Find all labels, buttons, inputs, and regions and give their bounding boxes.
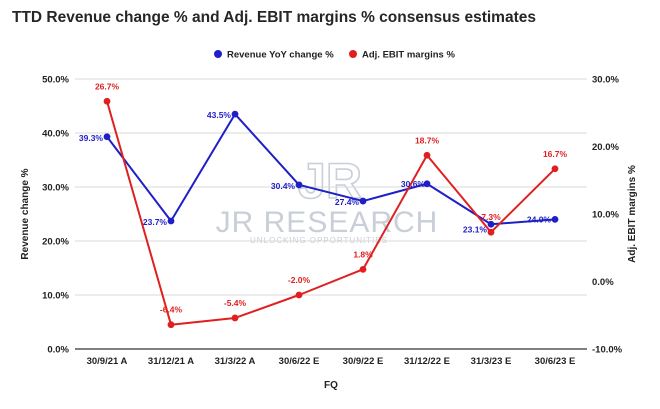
data-point: [103, 133, 111, 141]
x-tick-label: 30/6/23 E: [535, 356, 576, 367]
x-tick-label: 31/12/21 A: [148, 356, 194, 367]
data-point: [423, 151, 431, 159]
y-tick-label: 30.0%: [42, 183, 69, 194]
data-label: 16.7%: [543, 149, 568, 159]
data-label: 23.7%: [143, 217, 168, 227]
data-point: [295, 291, 303, 299]
legend-marker: [349, 50, 357, 58]
x-axis-title: FQ: [324, 380, 338, 391]
legend: Revenue YoY change % Adj. EBIT margins %: [214, 50, 455, 61]
watermark-logo: JR: [298, 153, 362, 209]
y2-axis-title: Adj. EBIT margins %: [627, 165, 638, 263]
y2-tick-label: 30.0%: [592, 75, 619, 86]
data-label: -6.4%: [160, 305, 183, 315]
data-label: -5.4%: [224, 298, 247, 308]
legend-label: Adj. EBIT margins %: [362, 50, 455, 61]
watermark: JR JR RESEARCH UNLOCKING OPPORTUNITIES: [216, 152, 439, 245]
legend-marker: [214, 50, 222, 58]
data-label: 24.0%: [527, 214, 552, 224]
y-tick-label: 10.0%: [42, 291, 69, 302]
y2-tick-label: -10.0%: [592, 345, 623, 356]
x-tick-label: 30/9/22 E: [343, 356, 384, 367]
data-label: 27.4%: [335, 197, 360, 207]
series-line-revenue: [106, 113, 556, 226]
y-tick-label: 0.0%: [47, 345, 69, 356]
data-point: [295, 181, 303, 189]
data-label: 1.8%: [353, 249, 373, 259]
chart-title: TTD Revenue change % and Adj. EBIT margi…: [12, 9, 536, 26]
data-label: 23.1%: [463, 224, 488, 234]
axes: 0.0% 10.0% 20.0% 30.0% 40.0% 50.0% -10.0% 0.0% 1…: [20, 75, 638, 392]
x-tick-label: 31/3/22 A: [215, 356, 256, 367]
y2-tick-label: 20.0%: [592, 142, 619, 153]
data-label: 18.7%: [415, 135, 440, 145]
y-tick-label: 40.0%: [42, 129, 69, 140]
y2-tick-label: 0.0%: [592, 277, 614, 288]
data-point: [167, 217, 175, 225]
data-label: 26.7%: [95, 81, 120, 91]
data-label: 30.4%: [271, 181, 296, 191]
legend-label: Revenue YoY change %: [227, 50, 334, 61]
y-tick-label: 20.0%: [42, 237, 69, 248]
x-tick-label: 30/9/21 A: [87, 356, 128, 367]
data-point: [231, 110, 239, 118]
x-tick-label: 31/3/23 E: [471, 356, 512, 367]
data-point: [231, 314, 239, 322]
x-tick-label: 31/12/22 E: [404, 356, 450, 367]
watermark-name: JR RESEARCH: [216, 206, 439, 239]
data-labels: 39.3% 23.7% 43.5% 30.4% 27.4% 30.6% 23.1% 24.0%…: [79, 81, 568, 314]
data-point: [359, 265, 367, 273]
series-layer: [103, 97, 559, 329]
y-axis-title: Revenue change %: [20, 168, 31, 259]
data-label: 43.5%: [207, 110, 232, 120]
data-label: 30.6%: [401, 179, 426, 189]
y2-tick-label: 10.0%: [592, 210, 619, 221]
series-line-ebit-margin: [106, 100, 556, 326]
data-point: [359, 197, 367, 205]
data-point: [551, 165, 559, 173]
data-point: [167, 321, 175, 329]
data-point: [551, 216, 559, 223]
x-tick-label: 30/6/22 E: [279, 356, 320, 367]
data-label: 7.3%: [481, 212, 501, 222]
data-point: [487, 228, 495, 236]
data-label: -2.0%: [288, 275, 311, 285]
data-point: [103, 97, 111, 105]
data-point: [423, 180, 431, 188]
data-label: 39.3%: [79, 133, 104, 143]
data-point: [487, 220, 495, 228]
y-tick-label: 50.0%: [42, 75, 69, 86]
